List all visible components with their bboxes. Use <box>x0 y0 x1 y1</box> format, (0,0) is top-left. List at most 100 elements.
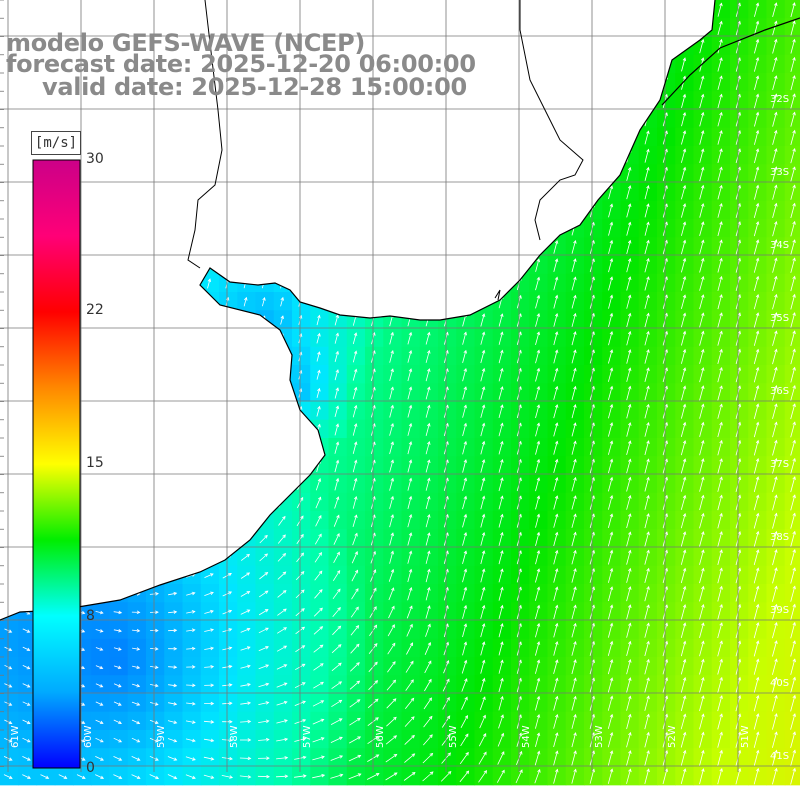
lon-label: 53W <box>594 725 605 748</box>
speed-cell <box>492 456 512 476</box>
speed-cell <box>730 255 749 275</box>
speed-cell <box>730 547 749 567</box>
speed-cell <box>310 547 330 567</box>
speed-cell <box>584 584 603 603</box>
speed-cell <box>657 419 676 439</box>
speed-cell <box>529 346 549 366</box>
speed-cell <box>91 711 111 731</box>
speed-cell <box>383 365 403 384</box>
speed-cell <box>383 346 403 366</box>
speed-cell <box>620 547 640 567</box>
speed-cell <box>438 766 457 786</box>
speed-cell <box>693 182 713 202</box>
speed-cell <box>693 292 713 311</box>
lon-label: 56W <box>375 725 386 748</box>
speed-cell <box>492 693 512 713</box>
speed-cell <box>657 310 676 330</box>
speed-cell <box>730 237 749 257</box>
speed-cell <box>730 54 749 74</box>
speed-cell <box>547 456 567 476</box>
speed-cell <box>109 730 129 749</box>
speed-cell <box>346 511 366 530</box>
speed-cell <box>511 438 530 457</box>
speed-cell <box>529 748 549 768</box>
speed-cell <box>730 675 749 695</box>
speed-cell <box>638 730 658 749</box>
speed-cell <box>748 584 768 603</box>
speed-cell <box>730 492 749 512</box>
speed-cell <box>419 456 439 476</box>
speed-cell <box>657 584 676 603</box>
lon-label: 52W <box>667 725 678 748</box>
speed-cell <box>328 492 348 512</box>
speed-cell <box>365 383 384 403</box>
speed-cell <box>547 419 567 439</box>
speed-cell <box>730 273 749 293</box>
speed-cell <box>365 328 384 348</box>
speed-cell <box>675 620 695 640</box>
speed-cell <box>748 91 768 111</box>
speed-cell <box>711 237 731 257</box>
speed-cell <box>693 401 713 421</box>
speed-cell <box>620 730 640 749</box>
speed-cell <box>766 200 786 220</box>
speed-cell <box>638 219 658 238</box>
speed-cell <box>146 602 165 622</box>
speed-cell <box>401 492 421 512</box>
speed-cell <box>657 292 676 311</box>
speed-cell <box>18 748 38 768</box>
speed-cell <box>748 292 768 311</box>
speed-cell <box>383 401 403 421</box>
speed-cell <box>766 529 786 549</box>
speed-cell <box>784 73 800 92</box>
speed-cell <box>730 91 749 111</box>
speed-cell <box>54 766 74 786</box>
speed-cell <box>730 164 749 184</box>
speed-cell <box>200 657 220 676</box>
speed-cell <box>474 675 494 695</box>
speed-cell <box>638 200 658 220</box>
speed-cell <box>711 109 731 129</box>
speed-cell <box>675 91 695 111</box>
speed-cell <box>766 219 786 238</box>
speed-cell <box>547 383 567 403</box>
speed-cell <box>547 273 567 293</box>
speed-cell <box>766 73 786 92</box>
speed-cell <box>602 292 622 311</box>
speed-cell <box>730 693 749 713</box>
speed-cell <box>438 328 457 348</box>
speed-cell <box>675 164 695 184</box>
speed-cell <box>620 164 640 184</box>
speed-cell <box>766 164 786 184</box>
speed-cell <box>638 547 658 567</box>
valid-date: valid date: 2025-12-28 15:00:00 <box>42 73 467 101</box>
speed-cell <box>766 383 786 403</box>
speed-cell <box>438 675 457 695</box>
speed-cell <box>620 620 640 640</box>
speed-cell <box>419 766 439 786</box>
speed-cell <box>657 200 676 220</box>
speed-cell <box>438 620 457 640</box>
speed-cell <box>529 675 549 695</box>
speed-cell <box>529 620 549 640</box>
speed-cell <box>200 730 220 749</box>
speed-cell <box>255 766 275 786</box>
speed-cell <box>492 474 512 494</box>
speed-cell <box>565 529 585 549</box>
speed-cell <box>675 492 695 512</box>
speed-cell <box>748 200 768 220</box>
speed-cell <box>784 529 800 549</box>
speed-cell <box>346 438 366 457</box>
speed-cell <box>766 127 786 147</box>
speed-cell <box>310 511 330 530</box>
speed-cell <box>219 748 238 768</box>
speed-cell <box>675 383 695 403</box>
speed-cell <box>730 292 749 311</box>
speed-cell <box>456 529 476 549</box>
speed-cell <box>730 200 749 220</box>
speed-cell <box>784 273 800 293</box>
speed-cell <box>200 748 220 768</box>
speed-cell <box>748 438 768 457</box>
lat-label: 38S <box>770 532 790 543</box>
